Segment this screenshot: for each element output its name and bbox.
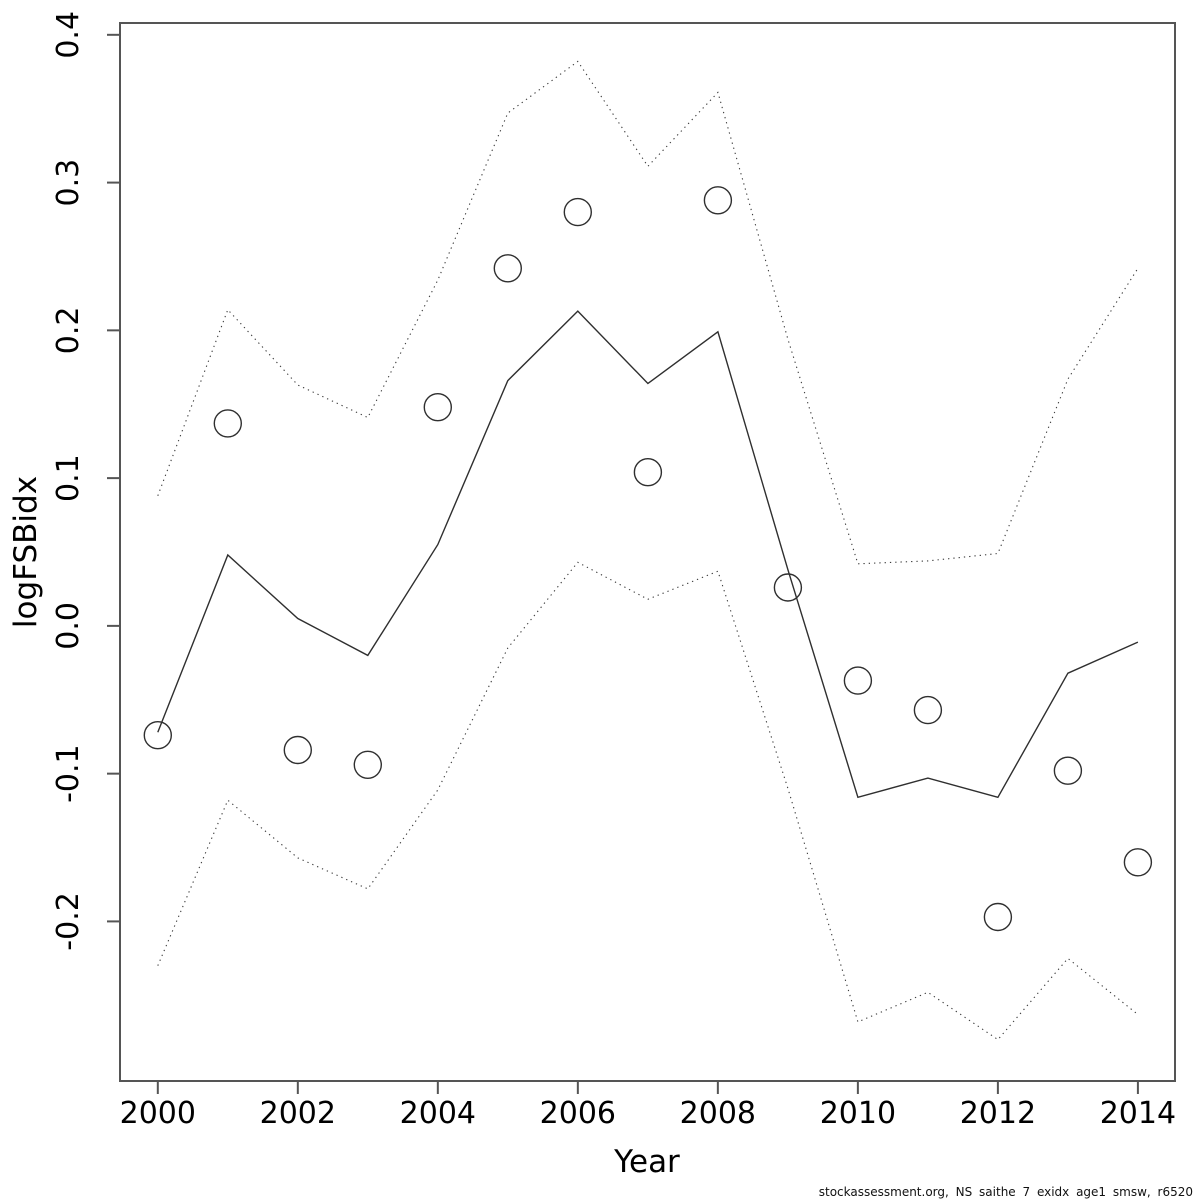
observation-point xyxy=(1053,756,1083,785)
y-tick-label: -0.1 xyxy=(51,744,86,803)
y-tick-label: 0.4 xyxy=(51,11,86,59)
observation-point xyxy=(353,750,382,779)
x-tick-label: 2008 xyxy=(680,1096,756,1131)
y-tick-label: 0.0 xyxy=(51,602,86,650)
upper-ci-line xyxy=(157,60,1139,565)
plot-border xyxy=(119,22,1176,1082)
observation-point xyxy=(143,721,173,750)
y-tick-label: 0.1 xyxy=(51,454,86,502)
observation-point xyxy=(843,666,873,695)
observation-point xyxy=(983,902,1013,932)
x-tick-label: 2002 xyxy=(260,1096,336,1131)
observation-point xyxy=(913,695,943,725)
observation-point xyxy=(703,186,733,215)
x-tick-label: 2004 xyxy=(400,1096,476,1131)
x-axis-ticks: 2000 2002 2004 2006 2008 2010 2012 2014 xyxy=(120,1081,1176,1131)
observation-point xyxy=(563,197,592,227)
x-tick-label: 2000 xyxy=(120,1096,196,1131)
x-tick-label: 2012 xyxy=(960,1096,1036,1131)
y-axis-ticks: -0.2 -0.1 0.0 0.1 0.2 0.3 0.4 xyxy=(51,11,120,951)
y-axis-title: logFSBidx xyxy=(8,476,44,628)
observation-point xyxy=(213,409,243,438)
observation-point xyxy=(773,573,803,602)
fitted-line xyxy=(157,310,1139,799)
observation-points-group xyxy=(143,186,1153,932)
x-tick-label: 2014 xyxy=(1100,1096,1176,1131)
y-tick-label: -0.2 xyxy=(51,892,86,951)
x-axis-title: Year xyxy=(613,1144,680,1180)
x-tick-label: 2010 xyxy=(820,1096,896,1131)
lower-ci-line xyxy=(157,561,1139,1041)
observation-point xyxy=(1123,848,1153,877)
observation-point xyxy=(283,735,312,765)
observation-point xyxy=(493,254,522,283)
y-tick-label: 0.3 xyxy=(51,159,86,207)
observation-point xyxy=(423,393,452,422)
y-tick-label: 0.2 xyxy=(51,306,86,354)
fitted-line-group xyxy=(157,310,1139,799)
x-tick-label: 2006 xyxy=(540,1096,616,1131)
source-caption: stockassessment.org, NS saithe 7 exidx a… xyxy=(819,1185,1193,1199)
observation-point xyxy=(633,458,663,487)
confidence-interval-lines xyxy=(157,60,1139,1041)
